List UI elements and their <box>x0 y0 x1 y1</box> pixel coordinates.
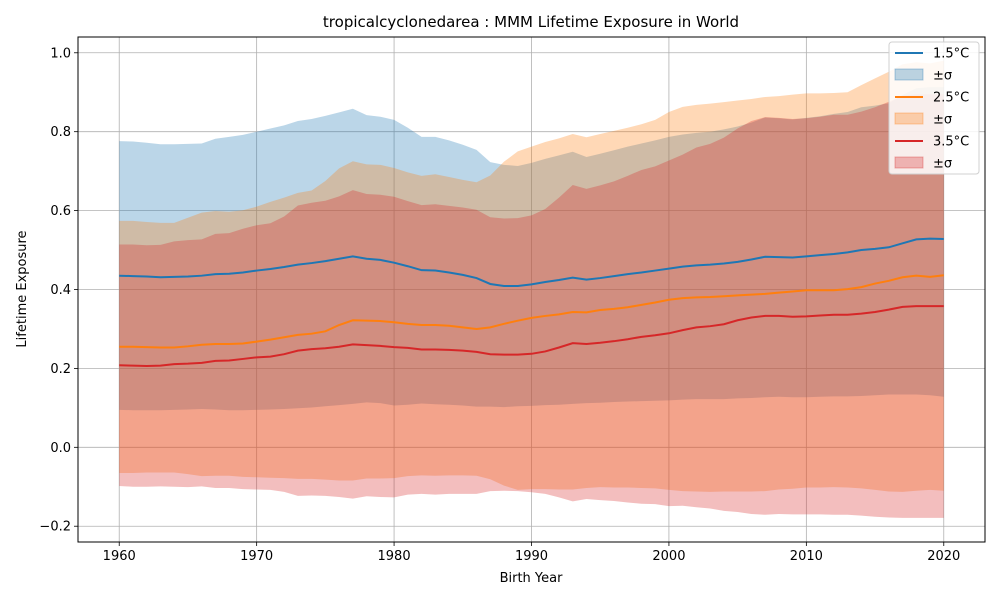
y-axis-label: Lifetime Exposure <box>15 230 30 347</box>
legend-patch-swatch <box>894 156 924 169</box>
series-lines <box>119 237 944 368</box>
x-tick-label: 1960 <box>103 549 136 564</box>
y-tick-label: 0.4 <box>50 283 71 298</box>
error-band <box>119 60 944 492</box>
series-line <box>119 305 944 368</box>
legend-patch-swatch <box>894 68 924 81</box>
legend-box <box>888 41 980 175</box>
error-band <box>119 87 944 411</box>
y-axis-ticks: −0.2 0.0 0.2 0.4 0.6 0.8 1.0 <box>39 46 78 535</box>
x-tick-label: 2020 <box>927 549 960 564</box>
chart-title: tropicalcyclonedarea : MMM Lifetime Expo… <box>323 13 739 31</box>
y-tick-label: 0.8 <box>50 125 71 140</box>
y-tick-label: 0.2 <box>50 362 71 377</box>
legend: 1.5°C ±σ 2.5°C ±σ 3.5°C ±σ <box>888 41 980 175</box>
error-band <box>119 94 944 518</box>
x-axis-ticks: 1960 1970 1980 1990 2000 2010 2020 <box>103 542 960 564</box>
x-tick-label: 1970 <box>240 549 273 564</box>
legend-label: 1.5°C <box>933 47 969 62</box>
legend-label: ±σ <box>933 69 952 84</box>
legend-label: ±σ <box>933 157 952 172</box>
legend-patch-swatch <box>894 112 924 125</box>
y-tick-label: 0.6 <box>50 204 71 219</box>
legend-label: 2.5°C <box>933 91 969 106</box>
series-line <box>119 274 944 349</box>
x-tick-label: 1980 <box>378 549 411 564</box>
x-tick-label: 2000 <box>652 549 685 564</box>
x-tick-label: 1990 <box>515 549 548 564</box>
series-line <box>119 237 944 287</box>
x-tick-label: 2010 <box>790 549 823 564</box>
error-bands <box>119 60 944 518</box>
y-tick-label: 0.0 <box>50 441 71 456</box>
x-axis-label: Birth Year <box>500 571 564 586</box>
legend-label: ±σ <box>933 113 952 128</box>
legend-label: 3.5°C <box>933 135 969 150</box>
y-tick-label: 1.0 <box>50 46 71 61</box>
y-tick-label: −0.2 <box>39 520 71 535</box>
